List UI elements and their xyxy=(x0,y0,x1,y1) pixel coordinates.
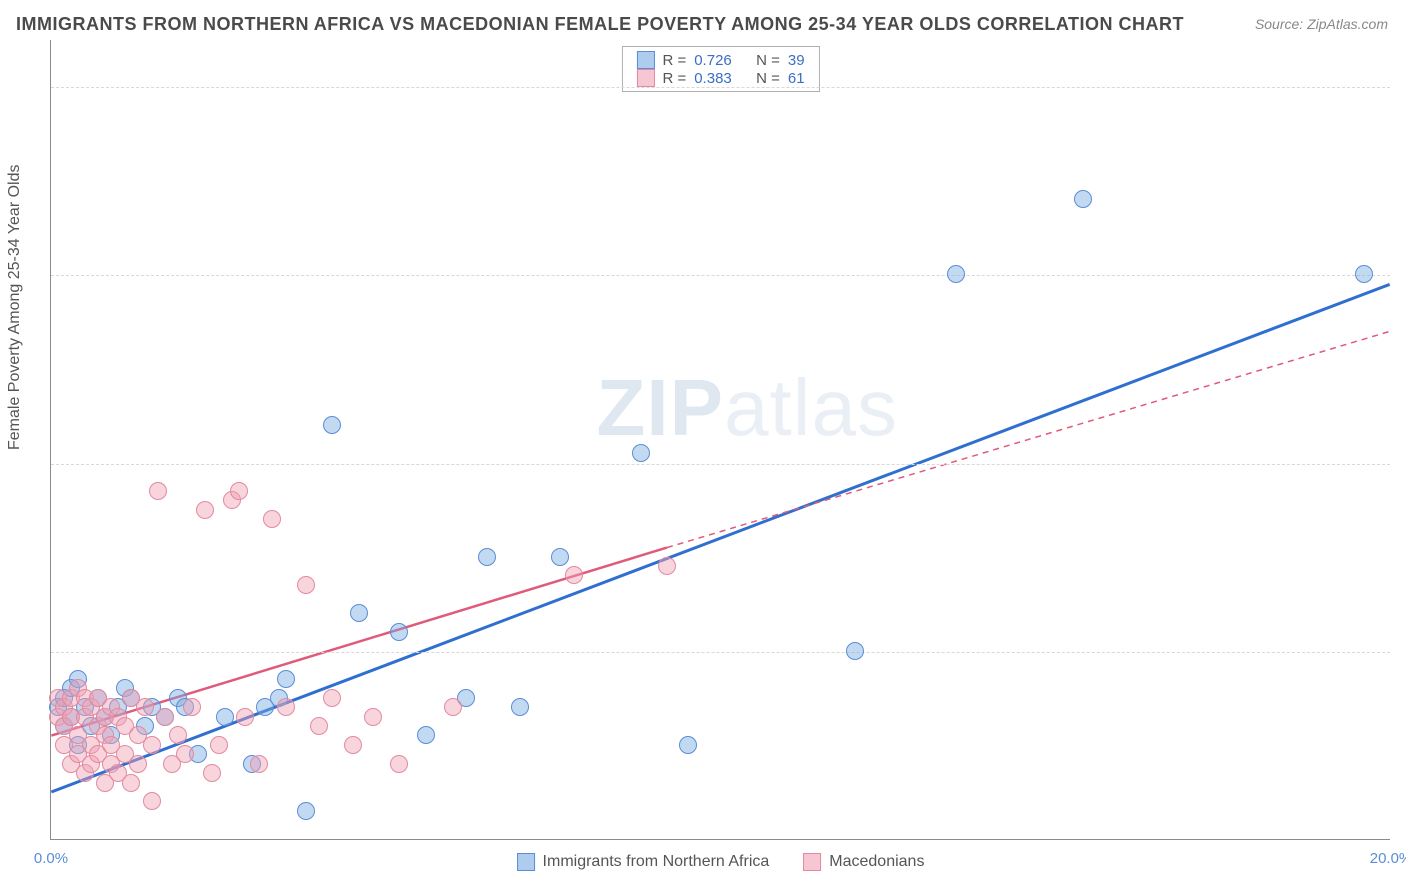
r-label: R = xyxy=(662,70,686,87)
legend-series: Immigrants from Northern Africa Macedoni… xyxy=(517,853,925,871)
data-point xyxy=(565,566,583,584)
data-point xyxy=(143,736,161,754)
scatter-plot: ZIPatlas R = 0.726 N = 39 R = 0.383 N = … xyxy=(50,40,1390,840)
y-tick-label: 80.0% xyxy=(1396,79,1406,96)
data-point xyxy=(444,698,462,716)
data-point xyxy=(297,576,315,594)
watermark: ZIPatlas xyxy=(597,362,898,454)
data-point xyxy=(183,698,201,716)
data-point xyxy=(230,482,248,500)
x-tick-label: 20.0% xyxy=(1370,850,1406,867)
data-point xyxy=(216,708,234,726)
data-point xyxy=(129,755,147,773)
data-point xyxy=(679,736,697,754)
data-point xyxy=(122,774,140,792)
data-point xyxy=(143,792,161,810)
data-point xyxy=(263,510,281,528)
data-point xyxy=(203,764,221,782)
data-point xyxy=(277,670,295,688)
gridline xyxy=(51,87,1390,88)
legend-stats: R = 0.726 N = 39 R = 0.383 N = 61 xyxy=(621,46,819,92)
r-label: R = xyxy=(662,52,686,69)
series-b-name: Macedonians xyxy=(829,853,924,871)
n-value-b: 61 xyxy=(788,70,805,87)
y-axis-label: Female Poverty Among 25-34 Year Olds xyxy=(6,165,24,451)
data-point xyxy=(632,444,650,462)
swatch-series-a xyxy=(517,853,535,871)
data-point xyxy=(149,482,167,500)
chart-title: IMMIGRANTS FROM NORTHERN AFRICA VS MACED… xyxy=(16,14,1184,35)
data-point xyxy=(323,416,341,434)
gridline xyxy=(51,464,1390,465)
legend-stats-row-b: R = 0.383 N = 61 xyxy=(636,69,804,87)
data-point xyxy=(277,698,295,716)
data-point xyxy=(364,708,382,726)
legend-item-b: Macedonians xyxy=(803,853,924,871)
data-point xyxy=(344,736,362,754)
data-point xyxy=(478,548,496,566)
gridline xyxy=(51,275,1390,276)
data-point xyxy=(176,745,194,763)
n-value-a: 39 xyxy=(788,52,805,69)
data-point xyxy=(417,726,435,744)
data-point xyxy=(1355,265,1373,283)
source-attribution: Source: ZipAtlas.com xyxy=(1255,16,1388,32)
legend-item-a: Immigrants from Northern Africa xyxy=(517,853,770,871)
data-point xyxy=(390,623,408,641)
series-a-name: Immigrants from Northern Africa xyxy=(543,853,770,871)
gridline xyxy=(51,652,1390,653)
swatch-series-b xyxy=(803,853,821,871)
y-tick-label: 60.0% xyxy=(1396,267,1406,284)
r-value-b: 0.383 xyxy=(694,70,732,87)
data-point xyxy=(551,548,569,566)
x-tick-label: 0.0% xyxy=(34,850,68,867)
data-point xyxy=(323,689,341,707)
data-point xyxy=(846,642,864,660)
data-point xyxy=(196,501,214,519)
data-point xyxy=(156,708,174,726)
data-point xyxy=(1074,190,1092,208)
swatch-series-b xyxy=(636,69,654,87)
r-value-a: 0.726 xyxy=(694,52,732,69)
data-point xyxy=(947,265,965,283)
data-point xyxy=(658,557,676,575)
data-point xyxy=(210,736,228,754)
y-tick-label: 40.0% xyxy=(1396,455,1406,472)
n-label: N = xyxy=(756,52,780,69)
data-point xyxy=(390,755,408,773)
data-point xyxy=(350,604,368,622)
n-label: N = xyxy=(756,70,780,87)
data-point xyxy=(136,698,154,716)
data-point xyxy=(250,755,268,773)
swatch-series-a xyxy=(636,51,654,69)
data-point xyxy=(511,698,529,716)
legend-stats-row-a: R = 0.726 N = 39 xyxy=(636,51,804,69)
data-point xyxy=(169,726,187,744)
y-tick-label: 20.0% xyxy=(1396,643,1406,660)
data-point xyxy=(236,708,254,726)
data-point xyxy=(297,802,315,820)
data-point xyxy=(310,717,328,735)
